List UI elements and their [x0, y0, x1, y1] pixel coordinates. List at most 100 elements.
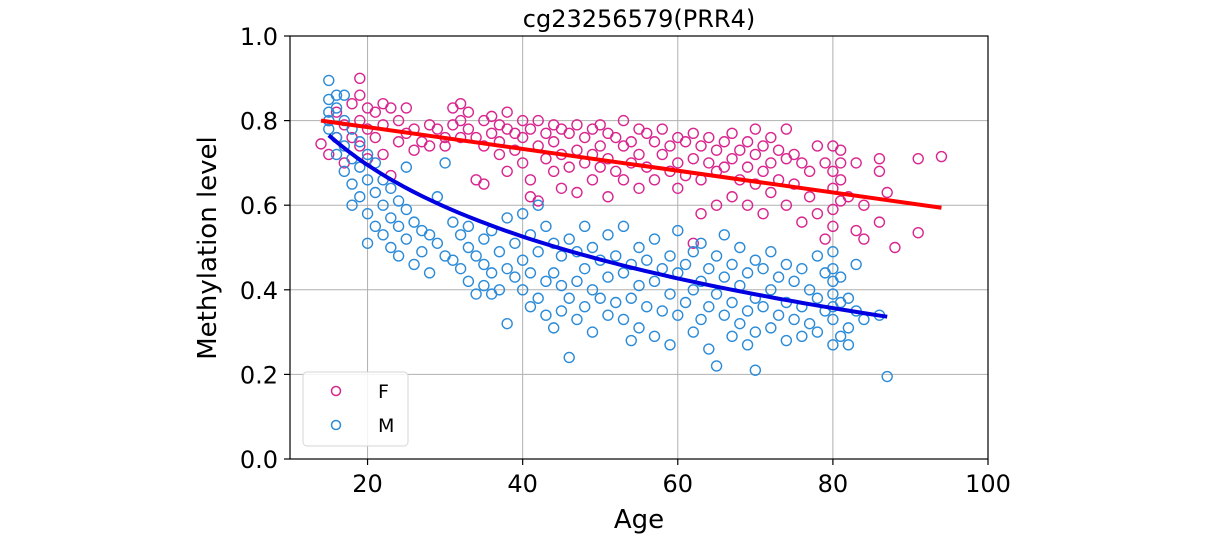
point-f	[765, 157, 777, 169]
point-m	[788, 313, 800, 326]
point-m	[361, 207, 374, 220]
point-f	[889, 241, 901, 254]
point-f	[749, 123, 762, 135]
point-m	[765, 284, 777, 296]
point-m	[346, 178, 358, 190]
x-tick-label: 100	[965, 470, 1011, 498]
point-m	[710, 288, 723, 300]
point-m	[664, 288, 676, 300]
point-m	[524, 267, 537, 279]
point-m	[679, 258, 692, 271]
f-fit-line	[320, 118, 942, 210]
point-f	[501, 106, 513, 118]
y-tick-label: 1.0	[240, 23, 278, 51]
point-f	[369, 131, 382, 144]
point-f	[354, 72, 366, 85]
point-m	[462, 220, 475, 233]
point-f	[315, 138, 327, 150]
point-f	[710, 199, 723, 211]
point-m	[834, 330, 847, 343]
point-m	[586, 241, 599, 254]
point-m	[579, 262, 591, 275]
point-f	[571, 119, 583, 131]
point-f	[462, 123, 475, 135]
point-f	[524, 174, 537, 186]
point-f	[617, 114, 630, 127]
x-tick-label: 60	[663, 470, 694, 498]
point-f	[579, 131, 591, 144]
point-m	[586, 326, 599, 338]
point-f	[369, 106, 382, 118]
point-f	[734, 144, 746, 156]
point-m	[780, 334, 793, 347]
point-f	[803, 165, 816, 178]
point-f	[392, 136, 405, 148]
point-f	[641, 127, 653, 139]
x-axis-label: Age	[614, 505, 664, 535]
point-f	[687, 152, 699, 165]
point-m	[718, 271, 731, 283]
point-f	[454, 97, 467, 110]
point-m	[726, 296, 738, 309]
point-f	[811, 207, 824, 220]
point-m	[377, 199, 389, 211]
point-m	[842, 322, 855, 334]
point-f	[377, 148, 389, 161]
point-m	[454, 229, 467, 241]
point-m	[392, 195, 405, 207]
point-m	[803, 317, 816, 330]
point-m	[648, 275, 661, 288]
point-m	[385, 212, 397, 224]
point-f	[617, 174, 630, 186]
point-m	[796, 262, 808, 275]
point-m	[842, 339, 855, 351]
point-m	[633, 279, 645, 292]
point-f	[594, 161, 606, 173]
point-m	[478, 233, 490, 245]
point-m	[741, 339, 754, 351]
point-m	[501, 317, 513, 330]
point-f	[633, 148, 645, 161]
point-m	[338, 165, 350, 178]
point-f	[400, 102, 413, 114]
point-m	[392, 220, 405, 233]
point-m	[330, 89, 343, 101]
point-f	[912, 152, 924, 165]
point-f	[827, 165, 839, 178]
point-f	[726, 152, 738, 165]
point-m	[385, 241, 397, 254]
point-m	[361, 174, 374, 186]
point-f	[834, 157, 847, 169]
point-m	[423, 267, 436, 279]
point-f	[873, 152, 886, 165]
point-f	[555, 182, 568, 194]
point-f	[648, 174, 661, 186]
point-f	[462, 106, 475, 118]
point-f	[741, 161, 754, 173]
point-f	[679, 136, 692, 148]
point-m	[741, 305, 754, 317]
point-m	[695, 237, 707, 249]
point-f	[780, 123, 793, 135]
y-tick-label: 0.2	[240, 361, 278, 389]
point-m	[423, 229, 436, 241]
point-m	[563, 351, 575, 364]
point-m	[726, 258, 738, 271]
point-f	[703, 131, 715, 144]
point-m	[408, 216, 420, 228]
point-m	[579, 301, 591, 313]
point-m	[617, 267, 630, 279]
x-tick-label: 40	[507, 470, 538, 498]
point-m	[834, 271, 847, 283]
point-f	[881, 186, 893, 199]
point-m	[664, 339, 676, 351]
data-points	[315, 72, 948, 383]
point-f	[586, 174, 599, 186]
point-f	[354, 140, 366, 152]
point-m	[547, 322, 560, 334]
point-m	[788, 275, 800, 288]
point-m	[811, 250, 824, 262]
point-m	[555, 250, 568, 262]
point-f	[547, 136, 560, 148]
legend-marker-m	[330, 419, 342, 431]
